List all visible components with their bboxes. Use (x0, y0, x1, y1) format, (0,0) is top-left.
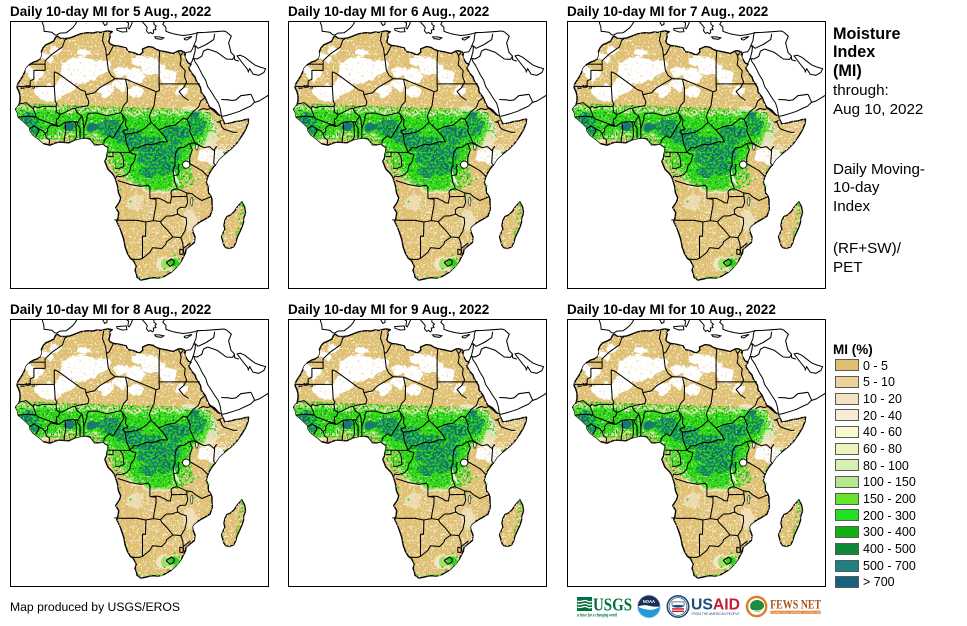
svg-text:NOAA: NOAA (643, 599, 655, 604)
svg-text:FROM THE AMERICAN PEOPLE: FROM THE AMERICAN PEOPLE (692, 612, 740, 616)
svg-text:science for a changing world: science for a changing world (576, 614, 617, 619)
svg-text:FEWS NET: FEWS NET (770, 597, 822, 611)
svg-text:USGS: USGS (593, 595, 632, 615)
svg-text:FAMINE EARLY WARNING SYSTEMS N: FAMINE EARLY WARNING SYSTEMS NETWORK (772, 611, 825, 614)
svg-text:USAID: USAID (691, 596, 740, 613)
